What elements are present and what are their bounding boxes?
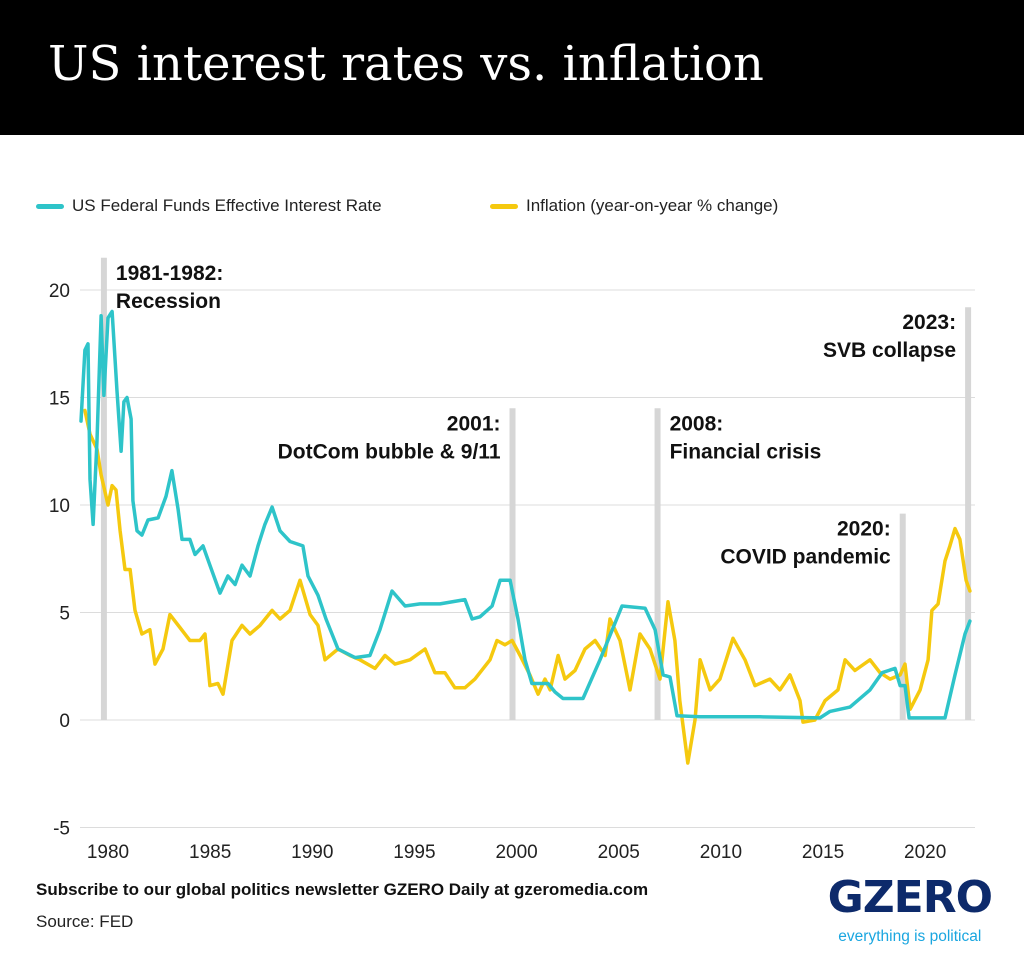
annotation-label: 2008: <box>670 412 724 435</box>
annotation-label: Recession <box>116 290 221 313</box>
logo-tagline: everything is political <box>838 928 982 945</box>
x-tick-label: 1990 <box>291 842 333 863</box>
x-tick-label: 2010 <box>700 842 742 863</box>
page-title: US interest rates vs. inflation <box>48 36 764 92</box>
y-tick-label: 20 <box>49 281 70 302</box>
legend-label: US Federal Funds Effective Interest Rate <box>72 196 382 215</box>
y-tick-label: 5 <box>59 604 70 625</box>
annotation-label: 2020: <box>837 518 891 541</box>
legend-swatch-teal <box>36 203 64 209</box>
y-tick-label: 15 <box>49 389 70 410</box>
x-tick-label: 2020 <box>904 842 946 863</box>
legend-item-fed-rate: US Federal Funds Effective Interest Rate <box>36 196 382 216</box>
subscribe-text: Subscribe to our global politics newslet… <box>36 880 649 899</box>
fed-rate-line <box>79 309 972 720</box>
gzero-logo: GZERO everything is political <box>827 872 993 946</box>
legend-swatch-yellow <box>490 203 518 209</box>
annotation-label: Financial crisis <box>670 440 822 463</box>
annotation-label: COVID pandemic <box>720 546 891 569</box>
x-tick-label: 1980 <box>87 842 129 863</box>
legend-label: Inflation (year-on-year % change) <box>526 196 779 215</box>
legend-item-inflation: Inflation (year-on-year % change) <box>490 196 778 216</box>
header-bar: US interest rates vs. inflation <box>0 0 1024 135</box>
x-tick-label: 1985 <box>189 842 231 863</box>
annotation-label: 1981-1982: <box>116 262 223 285</box>
x-tick-label: 2005 <box>598 842 640 863</box>
annotation-label: DotCom bubble & 9/11 <box>278 440 501 463</box>
y-tick-label: 0 <box>59 711 70 732</box>
annotation-label: 2001: <box>447 412 501 435</box>
x-tick-label: 2000 <box>495 842 537 863</box>
y-tick-label: -5 <box>53 819 70 840</box>
annotation-label: 2023: <box>902 311 956 334</box>
y-tick-label: 10 <box>49 496 70 517</box>
x-tick-label: 1995 <box>393 842 435 863</box>
annotation-label: SVB collapse <box>823 339 956 362</box>
x-tick-label: 2015 <box>802 842 844 863</box>
source-text: Source: FED <box>36 912 134 931</box>
logo-word: GZERO <box>827 872 993 923</box>
